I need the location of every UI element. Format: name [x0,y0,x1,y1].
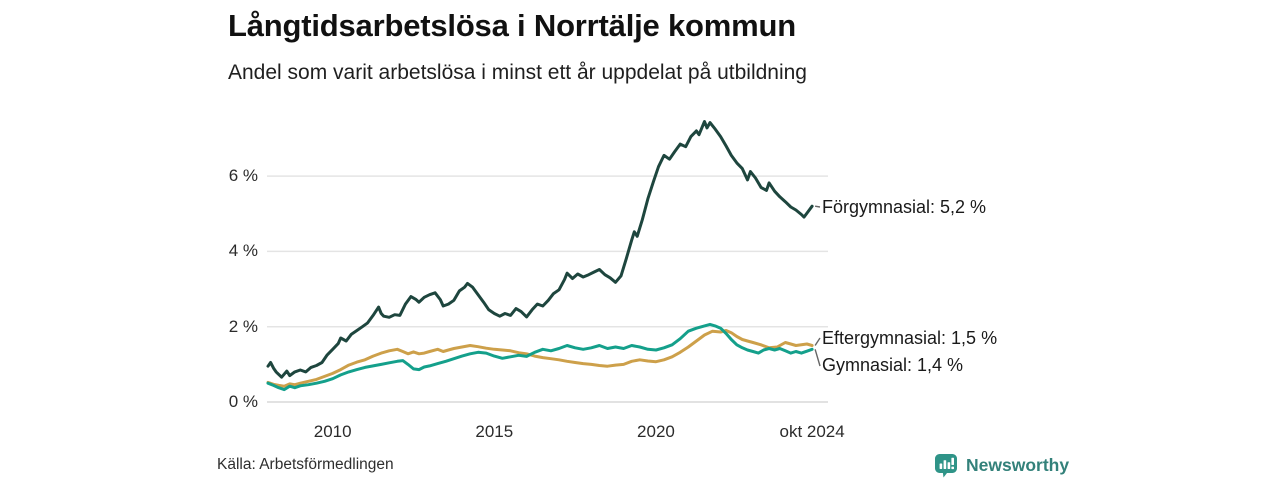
x-axis-tick-label: 2010 [313,422,352,441]
series-line-eftergymnasial [266,329,814,388]
chart-subtitle: Andel som varit arbetslösa i minst ett å… [228,61,807,84]
series-label-forgymnasial: Förgymnasial: 5,2 % [822,197,987,217]
label-connector [814,349,821,367]
page-title: Långtidsarbetslösa i Norrtälje kommun [228,8,796,43]
label-connector [815,205,821,208]
y-axis-tick-label: 0 % [228,392,258,411]
x-axis-tick-label: 2015 [475,422,514,441]
x-axis-tick-label: okt 2024 [779,422,845,441]
y-axis-tick-label: 2 % [228,316,258,336]
y-axis-tick-label: 6 % [228,166,258,186]
series-line-förgymnasial [266,120,814,379]
branding-name: Newsworthy [966,455,1070,475]
series-label-eftergymnasial: Eftergymnasial: 1,5 % [822,328,998,348]
label-connector [814,337,821,346]
source-note: Källa: Arbetsförmedlingen [217,456,394,473]
y-axis-tick-label: 4 % [228,241,258,261]
branding: Newsworthy [933,452,1069,479]
newsworthy-logo-icon [935,454,957,478]
x-axis-tick-label: 2020 [637,422,675,441]
series-line-gymnasial [266,322,814,392]
series-label-gymnasial: Gymnasial: 1,4 % [822,355,964,375]
